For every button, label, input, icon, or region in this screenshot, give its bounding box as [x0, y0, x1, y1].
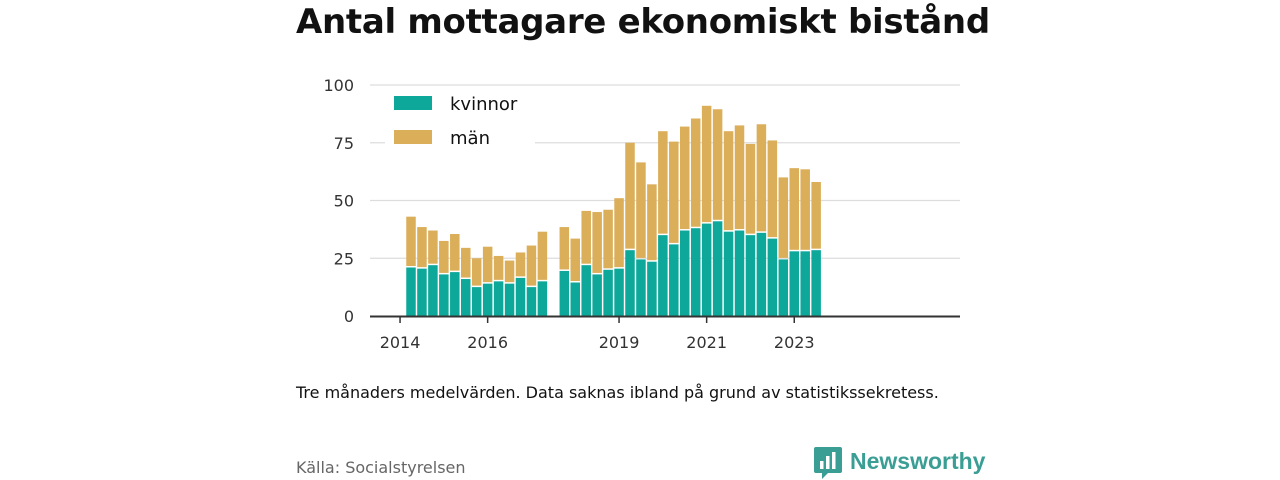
- bar-man: [723, 131, 734, 231]
- bar-kvinnor: [811, 250, 821, 316]
- bar-kvinnor: [712, 221, 723, 316]
- bar-kvinnor: [658, 235, 668, 316]
- axes: 0 25 50 75 100 2014 2016 2019 2021 2023: [323, 76, 960, 352]
- x-tick-label: 2019: [599, 333, 640, 352]
- bar-kvinnor: [417, 268, 427, 316]
- bar-kvinnor: [756, 232, 767, 316]
- bar-kvinnor: [800, 251, 810, 316]
- newsworthy-logo: Newsworthy: [814, 447, 986, 479]
- bars: [406, 105, 821, 316]
- y-tick-label: 50: [334, 192, 354, 211]
- bar-kvinnor: [669, 244, 679, 316]
- bar-kvinnor: [482, 283, 493, 316]
- bar-kvinnor: [789, 251, 799, 316]
- bar-man: [537, 231, 548, 280]
- bar-man: [592, 212, 602, 273]
- logo-text: Newsworthy: [850, 448, 986, 474]
- legend-swatch-man: [394, 130, 432, 144]
- bar-man: [745, 143, 756, 234]
- bar-man: [647, 184, 657, 261]
- bar-kvinnor: [778, 259, 789, 316]
- bar-man: [406, 216, 416, 266]
- legend-label: män: [450, 128, 490, 149]
- bar-chart-speech-bubble-icon: [814, 447, 842, 479]
- bar-man: [581, 210, 591, 264]
- bar-kvinnor: [690, 228, 701, 316]
- bar-man: [417, 227, 427, 268]
- bar-man: [570, 238, 580, 282]
- bar-kvinnor: [723, 231, 734, 316]
- legend-label: kvinnor: [450, 94, 518, 115]
- legend-swatch-kvinnor: [394, 96, 432, 110]
- bar-man: [712, 109, 723, 220]
- x-tick-label: 2014: [380, 333, 421, 352]
- bar-man: [658, 131, 668, 234]
- bar-man: [614, 198, 624, 268]
- legend: kvinnor män: [385, 88, 535, 149]
- bar-man: [690, 118, 701, 227]
- bar-man: [515, 252, 526, 277]
- bar-kvinnor: [592, 274, 602, 316]
- bar-kvinnor: [428, 265, 438, 316]
- bar-man: [603, 209, 613, 269]
- bar-man: [734, 125, 745, 230]
- bar-man: [636, 162, 646, 258]
- chart-title: Antal mottagare ekonomiskt bistånd: [296, 2, 990, 42]
- bar-man: [526, 245, 537, 286]
- bar-man: [461, 247, 471, 278]
- bar-kvinnor: [680, 230, 690, 316]
- bar-man: [450, 233, 460, 271]
- source-note: Källa: Socialstyrelsen: [296, 458, 466, 477]
- bar-kvinnor: [439, 274, 449, 316]
- bar-man: [789, 168, 799, 250]
- bar-kvinnor: [745, 235, 756, 316]
- bar-kvinnor: [647, 261, 657, 316]
- bar-man: [439, 240, 449, 273]
- bar-man: [625, 142, 635, 249]
- chart-caption: Tre månaders medelvärden. Data saknas ib…: [296, 383, 939, 402]
- bar-man: [800, 169, 810, 250]
- bar-man: [811, 182, 821, 249]
- bar-man: [504, 260, 515, 283]
- x-tick-label: 2021: [686, 333, 727, 352]
- bar-kvinnor: [559, 270, 570, 316]
- bar-man: [767, 140, 778, 238]
- bar-kvinnor: [636, 259, 646, 316]
- bar-kvinnor: [461, 279, 471, 316]
- y-tick-label: 25: [334, 249, 354, 268]
- bar-kvinnor: [471, 287, 482, 316]
- bar-kvinnor: [515, 277, 526, 316]
- bar-man: [471, 258, 482, 286]
- bar-man: [701, 105, 712, 223]
- bar-kvinnor: [537, 281, 548, 316]
- y-tick-label: 100: [323, 76, 354, 95]
- bar-kvinnor: [526, 287, 537, 316]
- y-tick-label: 75: [334, 134, 354, 153]
- bar-kvinnor: [625, 250, 635, 316]
- x-tick-label: 2023: [774, 333, 815, 352]
- bar-man: [680, 126, 690, 230]
- bar-man: [482, 246, 493, 283]
- bar-kvinnor: [701, 223, 712, 316]
- bar-kvinnor: [450, 272, 460, 316]
- bar-man: [493, 255, 504, 280]
- bar-man: [756, 124, 767, 232]
- bar-kvinnor: [493, 281, 504, 316]
- bar-man: [559, 227, 570, 270]
- bar-kvinnor: [570, 282, 580, 316]
- bar-kvinnor: [734, 230, 745, 316]
- bar-kvinnor: [767, 238, 778, 316]
- y-tick-label: 0: [344, 307, 354, 326]
- bar-kvinnor: [603, 269, 613, 316]
- bar-man: [778, 177, 789, 258]
- bar-kvinnor: [614, 268, 624, 316]
- x-tick-label: 2016: [467, 333, 508, 352]
- bar-kvinnor: [504, 283, 515, 316]
- bar-kvinnor: [581, 265, 591, 316]
- bar-kvinnor: [406, 267, 416, 316]
- bar-man: [669, 141, 679, 243]
- bar-man: [428, 230, 438, 264]
